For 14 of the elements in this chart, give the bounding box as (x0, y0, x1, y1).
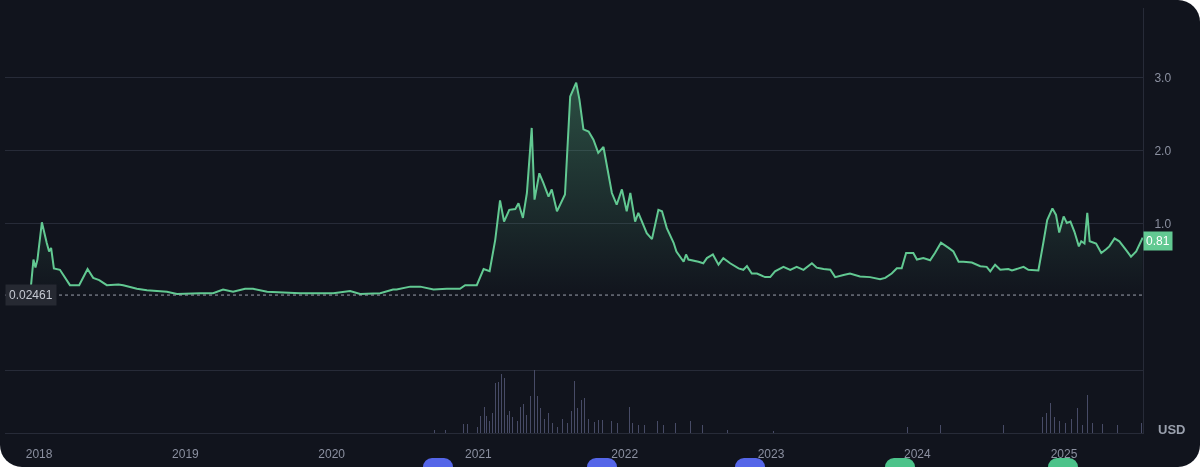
x-tick-label: 2019 (172, 447, 200, 462)
x-tick-label: 2021 (465, 447, 493, 462)
ref-line-label: 0.02461 (9, 288, 53, 302)
y-tick-label: 1.0 (1154, 216, 1172, 231)
x-tick-label: 2020 (318, 447, 346, 462)
y-tick-label: 2.0 (1154, 143, 1172, 158)
x-tick-label: 2025 (1050, 447, 1078, 462)
x-tick-label: 2018 (25, 447, 53, 462)
x-tick-label: 2023 (757, 447, 785, 462)
x-tick-label: 2022 (611, 447, 639, 462)
x-tick-label: 2024 (903, 447, 931, 462)
y-tick-label: 3.0 (1154, 70, 1172, 85)
annotation: 0.81 (1146, 234, 1170, 248)
text: USD (1158, 422, 1186, 437)
